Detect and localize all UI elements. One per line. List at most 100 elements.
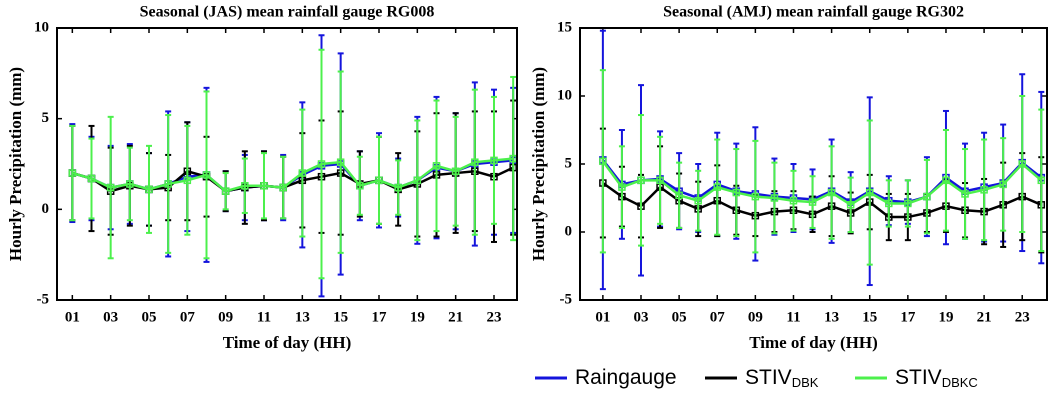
- point-marker: [675, 191, 683, 200]
- x-tick-label: 23: [487, 309, 502, 325]
- y-tick-label: 0: [565, 223, 573, 239]
- series: [68, 34, 517, 298]
- point-marker: [599, 157, 607, 166]
- x-tick-label: 09: [748, 309, 763, 325]
- y-axis-label: Hourly Precipitation (mm): [529, 67, 548, 261]
- x-tick-label: 13: [824, 309, 839, 325]
- legend-label: Raingauge: [575, 366, 677, 389]
- series: [599, 29, 1046, 291]
- x-tick-label: 05: [672, 309, 687, 325]
- point-marker: [885, 199, 893, 208]
- point-marker: [980, 186, 988, 194]
- x-tick-label: 19: [410, 309, 425, 325]
- point-marker: [618, 183, 626, 191]
- legend-name: Raingauge: [575, 366, 677, 389]
- x-tick-label: 21: [448, 309, 463, 325]
- plot-frame: [56, 27, 518, 301]
- point-marker: [298, 169, 307, 177]
- point-marker: [145, 185, 153, 194]
- point-marker: [394, 183, 402, 192]
- point-marker: [336, 158, 345, 166]
- point-marker: [1018, 160, 1026, 168]
- legend-label: STIVDBKC: [895, 366, 978, 391]
- legend: Raingauge STIVDBK STIVDBKC: [535, 366, 978, 391]
- point-marker: [241, 182, 249, 190]
- x-tick-label: 23: [1015, 309, 1030, 325]
- x-tick-label: 09: [218, 309, 233, 325]
- point-marker: [356, 182, 364, 190]
- legend-subscript: DBK: [792, 375, 819, 390]
- point-marker: [413, 176, 422, 185]
- chart-title: Seasonal (AMJ) mean rainfall gauge RG302: [663, 4, 964, 21]
- point-marker: [732, 188, 741, 197]
- x-tick-label: 11: [786, 309, 800, 325]
- y-tick-label: 10: [34, 19, 49, 35]
- point-marker: [317, 160, 326, 168]
- point-marker: [164, 180, 172, 188]
- x-tick-label: 11: [257, 309, 271, 325]
- x-tick-label: 03: [633, 309, 648, 325]
- point-marker: [375, 176, 383, 185]
- point-marker: [751, 192, 760, 201]
- point-marker: [865, 188, 874, 197]
- x-tick-label: 17: [372, 309, 388, 325]
- legend-name: STIV: [745, 366, 792, 389]
- x-tick-label: 15: [333, 309, 348, 325]
- x-tick-label: 01: [595, 309, 610, 325]
- x-tick-label: 21: [977, 309, 992, 325]
- point-marker: [87, 174, 96, 183]
- legend-subscript: DBKC: [942, 375, 978, 390]
- point-marker: [106, 183, 115, 192]
- point-marker: [183, 176, 192, 185]
- point-marker: [961, 190, 969, 198]
- point-marker: [221, 187, 230, 195]
- x-tick-label: 17: [900, 309, 916, 325]
- point-marker: [637, 176, 645, 185]
- series: [599, 69, 1046, 266]
- x-tick-label: 01: [65, 309, 80, 325]
- x-tick-label: 07: [180, 309, 196, 325]
- y-tick-label: -5: [37, 291, 50, 307]
- x-tick-label: 15: [862, 309, 877, 325]
- point-marker: [471, 158, 479, 166]
- point-marker: [904, 199, 912, 208]
- point-marker: [923, 192, 931, 201]
- plot-frame: [579, 27, 1048, 301]
- y-axis-label: Hourly Precipitation (mm): [6, 67, 25, 261]
- point-marker: [942, 176, 950, 185]
- point-marker: [999, 180, 1007, 189]
- series: [68, 48, 517, 280]
- x-axis-label: Time of day (HH): [223, 333, 352, 352]
- y-tick-label: 15: [557, 19, 572, 35]
- y-tick-label: 5: [42, 110, 50, 126]
- x-tick-label: 13: [295, 309, 310, 325]
- y-tick-label: -5: [560, 291, 573, 307]
- point-marker: [451, 167, 460, 176]
- point-marker: [126, 180, 134, 188]
- series-line: [601, 159, 1043, 204]
- point-marker: [279, 183, 287, 192]
- x-axis-label: Time of day (HH): [749, 333, 878, 352]
- point-marker: [1037, 176, 1046, 185]
- point-marker: [656, 176, 664, 185]
- chart-title: Seasonal (JAS) mean rainfall gauge RG008: [140, 4, 435, 21]
- point-marker: [202, 171, 211, 179]
- y-tick-label: 5: [565, 155, 573, 171]
- x-tick-label: 03: [103, 309, 118, 325]
- y-tick-label: 10: [557, 87, 572, 103]
- legend-label: STIVDBK: [745, 366, 819, 391]
- y-tick-label: 0: [42, 201, 50, 217]
- point-marker: [808, 198, 817, 206]
- point-marker: [694, 196, 702, 205]
- point-marker: [432, 162, 441, 170]
- point-marker: [789, 196, 798, 205]
- legend-name: STIV: [895, 366, 942, 389]
- x-tick-label: 19: [938, 309, 953, 325]
- point-marker: [770, 194, 779, 202]
- point-marker: [490, 156, 498, 165]
- point-marker: [260, 182, 268, 190]
- point-marker: [68, 169, 77, 177]
- point-marker: [846, 201, 855, 209]
- point-marker: [713, 183, 721, 191]
